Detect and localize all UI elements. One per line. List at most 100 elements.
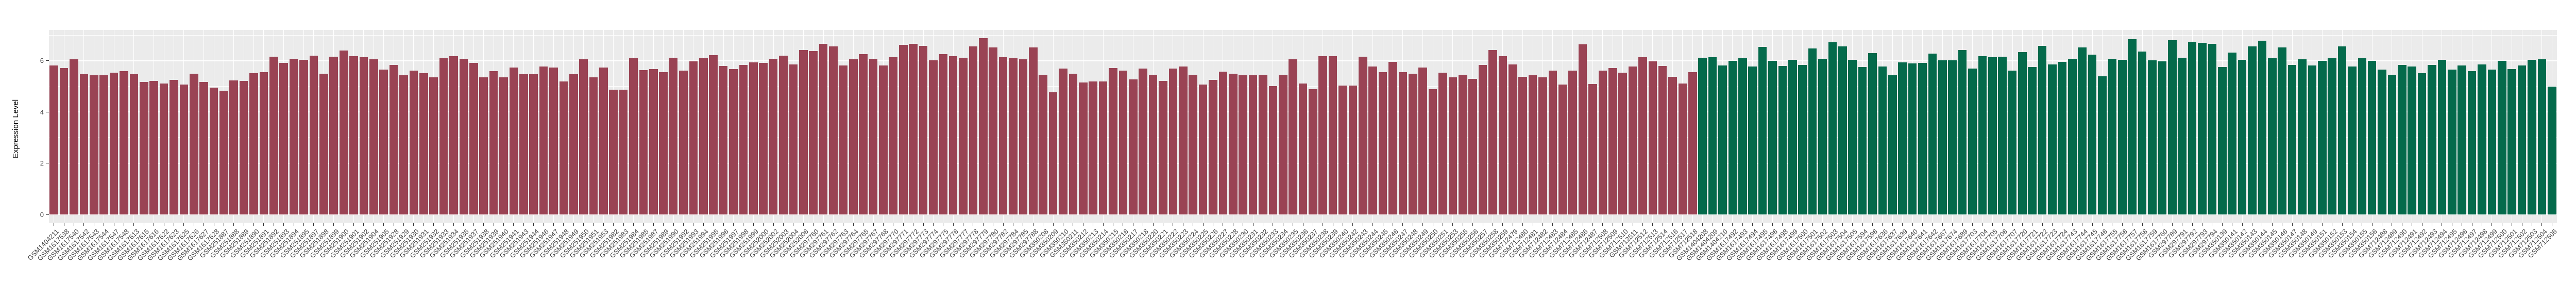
x-tick <box>1652 223 1653 226</box>
bar <box>1688 72 1697 214</box>
bar <box>1019 59 1028 214</box>
bar <box>1598 70 1607 214</box>
bar <box>998 57 1008 214</box>
bar <box>1398 72 1408 214</box>
bar <box>1009 58 1018 214</box>
bar <box>2278 47 2286 214</box>
x-tick <box>1402 223 1403 226</box>
bar <box>1518 76 1527 214</box>
x-tick <box>2142 223 2143 226</box>
bar <box>1558 84 1567 214</box>
bar <box>2108 59 2117 214</box>
x-tick <box>803 223 804 226</box>
x-tick <box>1422 223 1423 226</box>
bar <box>2458 65 2467 214</box>
bar <box>309 56 318 214</box>
bar <box>1459 75 1467 214</box>
x-tick <box>1882 223 1883 226</box>
bar <box>779 56 788 214</box>
x-tick <box>483 223 484 226</box>
x-tick <box>363 223 364 226</box>
bar <box>319 74 328 214</box>
x-tick <box>653 223 654 226</box>
bar <box>299 59 308 214</box>
bar <box>49 65 58 214</box>
x-tick <box>1922 223 1923 226</box>
bar <box>1998 56 2007 214</box>
x-tick <box>1692 223 1693 226</box>
bar <box>229 80 239 214</box>
bar <box>89 75 98 214</box>
bar <box>629 58 638 214</box>
bar <box>369 59 378 214</box>
bar <box>1239 75 1247 214</box>
x-tick <box>2342 223 2343 226</box>
x-tick <box>613 223 614 226</box>
x-tick <box>1682 223 1683 226</box>
bar <box>2317 60 2327 214</box>
bar <box>1528 75 1537 214</box>
x-tick <box>1742 223 1743 226</box>
bar <box>909 43 918 214</box>
bar <box>2128 39 2137 214</box>
bar <box>2088 54 2097 214</box>
x-tick <box>1972 223 1973 226</box>
bar <box>739 65 748 214</box>
bar <box>2337 46 2347 214</box>
bar <box>349 56 358 214</box>
bar <box>399 75 408 214</box>
bar <box>2098 76 2107 214</box>
bar <box>559 81 568 214</box>
x-tick <box>573 223 574 226</box>
x-tick <box>713 223 714 226</box>
bar <box>2048 64 2057 214</box>
bar <box>1768 61 1777 214</box>
bar <box>1468 78 1477 214</box>
bar <box>2548 87 2556 214</box>
y-major-gridline <box>49 60 2557 61</box>
bar <box>1168 69 1178 214</box>
bar <box>1748 66 1757 214</box>
x-tick <box>473 223 474 226</box>
bar <box>529 74 538 214</box>
bar <box>1388 62 1397 214</box>
bar <box>1788 60 1797 214</box>
bar <box>1798 65 1807 214</box>
bar <box>149 80 158 214</box>
x-tick <box>673 223 674 226</box>
x-tick <box>1352 223 1353 226</box>
bar <box>769 58 778 214</box>
bar <box>120 71 128 214</box>
bar <box>2478 64 2486 214</box>
bar <box>889 57 898 214</box>
bar <box>1708 57 1717 214</box>
bar <box>819 43 828 214</box>
x-tick <box>2042 223 2043 226</box>
x-tick <box>873 223 874 226</box>
bar <box>2118 59 2127 214</box>
x-tick <box>2152 223 2153 226</box>
bar <box>689 61 698 214</box>
x-tick <box>1053 223 1054 226</box>
x-tick <box>1752 223 1753 226</box>
bar <box>539 66 548 214</box>
bar <box>249 73 258 214</box>
bar <box>1628 67 1637 214</box>
x-tick <box>2102 223 2103 226</box>
bar <box>1658 65 1667 214</box>
bar <box>669 57 678 214</box>
bar <box>129 74 139 214</box>
bar <box>479 77 488 214</box>
bar <box>2348 66 2357 214</box>
bar <box>2248 46 2257 214</box>
bar <box>919 45 928 214</box>
bar <box>609 89 618 214</box>
bar <box>2487 70 2497 214</box>
bar <box>1698 58 1707 214</box>
bar <box>2417 73 2427 214</box>
x-tick <box>1992 223 1993 226</box>
bar <box>1338 86 1347 214</box>
x-tick <box>703 223 704 226</box>
x-tick <box>1502 223 1503 226</box>
bar <box>1818 59 1827 214</box>
